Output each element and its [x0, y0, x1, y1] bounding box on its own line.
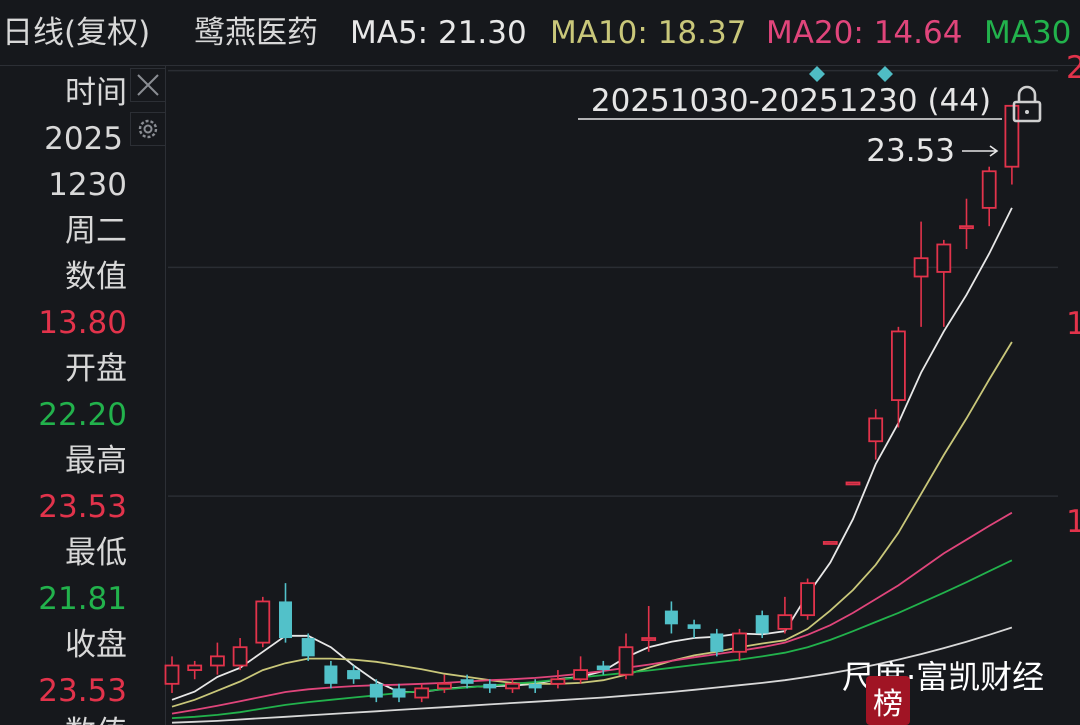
value-reading: 13.80	[38, 305, 127, 341]
candle-body	[301, 638, 315, 657]
candle-body	[891, 330, 906, 401]
candle-body	[460, 679, 474, 684]
ma-line-ma20	[171, 511, 1013, 715]
right-axis-tick-top: 2	[1066, 50, 1080, 86]
range-start-marker[interactable]	[809, 66, 825, 82]
candle-body	[913, 257, 929, 278]
stock-name: 鹭燕医药	[194, 15, 318, 51]
ma-line-ma10	[171, 341, 1013, 708]
high-value: 23.53	[38, 489, 127, 525]
crosshair-icon	[137, 74, 159, 96]
candle-body	[755, 615, 769, 634]
crosshair-button[interactable]	[130, 68, 165, 102]
candle-body	[687, 624, 701, 629]
gear-icon	[138, 119, 158, 139]
candle-body	[187, 664, 203, 671]
candle-body	[868, 417, 884, 443]
info-sidebar: 时间 2025 1230 周二 数值 13.80 开盘 22.20 最高 23.…	[0, 66, 166, 725]
candles	[164, 104, 1020, 703]
candle-body	[279, 601, 292, 639]
range-end-marker[interactable]	[877, 66, 893, 82]
candle-body	[845, 481, 861, 486]
candle-body	[505, 682, 520, 690]
weekday: 周二	[65, 213, 127, 249]
date-md: 1230	[48, 167, 127, 203]
candle-body	[528, 683, 542, 689]
candle-body	[573, 669, 588, 681]
candle-body	[777, 614, 793, 630]
low-label: 最低	[65, 535, 127, 571]
right-axis-tick-low: 1	[1066, 504, 1080, 540]
candle-body	[324, 665, 338, 684]
close-label: 收盘	[65, 627, 127, 663]
max-arrow-icon	[962, 145, 999, 157]
close-value: 23.53	[38, 673, 127, 709]
candle-body	[164, 664, 180, 685]
candle-body	[414, 687, 430, 699]
period-label[interactable]: 日线(复权)	[2, 15, 151, 51]
candle-body	[959, 225, 974, 230]
cut-label: 数值	[65, 710, 127, 725]
candle-body	[618, 646, 634, 676]
value-label: 数值	[65, 259, 127, 295]
candle-body	[936, 243, 952, 273]
candle-body	[550, 678, 566, 685]
candle-body	[664, 610, 678, 625]
open-value: 22.20	[38, 397, 127, 433]
lock-icon[interactable]	[1012, 85, 1042, 123]
candle-body	[710, 633, 724, 652]
ma5-legend: MA5: 21.30	[350, 15, 527, 51]
date-year: 2025	[44, 121, 123, 157]
settings-button[interactable]	[130, 112, 165, 146]
candle-body	[822, 541, 838, 545]
candle-body	[981, 170, 997, 209]
ma20-legend: MA20: 14.64	[766, 15, 963, 51]
candle-body	[369, 683, 383, 698]
ma10-legend: MA10: 18.37	[550, 15, 747, 51]
candle-body	[1004, 104, 1020, 168]
candle-body	[596, 665, 610, 671]
moving-average-lines	[171, 207, 1013, 724]
candle-body	[483, 683, 497, 689]
ma30-legend: MA30	[984, 15, 1072, 51]
candle-body	[436, 682, 452, 690]
candle-body	[641, 637, 657, 641]
ma-line-ma30	[171, 559, 1013, 719]
max-price-label: 23.53	[866, 133, 955, 169]
date-range-label[interactable]: 20251030-20251230 (44)	[591, 83, 991, 119]
ma-line-long	[171, 626, 1013, 724]
candle-body	[392, 688, 406, 698]
ma-line-ma5	[171, 207, 1013, 701]
low-value: 21.81	[38, 581, 127, 617]
candle-body	[232, 646, 248, 667]
high-label: 最高	[65, 443, 127, 479]
candle-body	[255, 600, 271, 644]
chart-grid	[168, 69, 1058, 497]
candle-body	[209, 655, 225, 667]
candle-body	[800, 582, 815, 617]
chart-overlay: 20251030-20251230 (44) 23.53 2 1 1	[578, 50, 1080, 540]
rank-badge: 榜	[866, 676, 910, 725]
candle-body	[732, 632, 747, 653]
open-label: 开盘	[65, 351, 127, 387]
right-axis-tick-mid: 1	[1066, 306, 1080, 342]
candle-body	[347, 670, 361, 680]
chart-header: 日线(复权) 鹭燕医药 MA5: 21.30 MA10: 18.37 MA20:…	[0, 0, 1080, 66]
time-label: 时间	[65, 75, 127, 111]
